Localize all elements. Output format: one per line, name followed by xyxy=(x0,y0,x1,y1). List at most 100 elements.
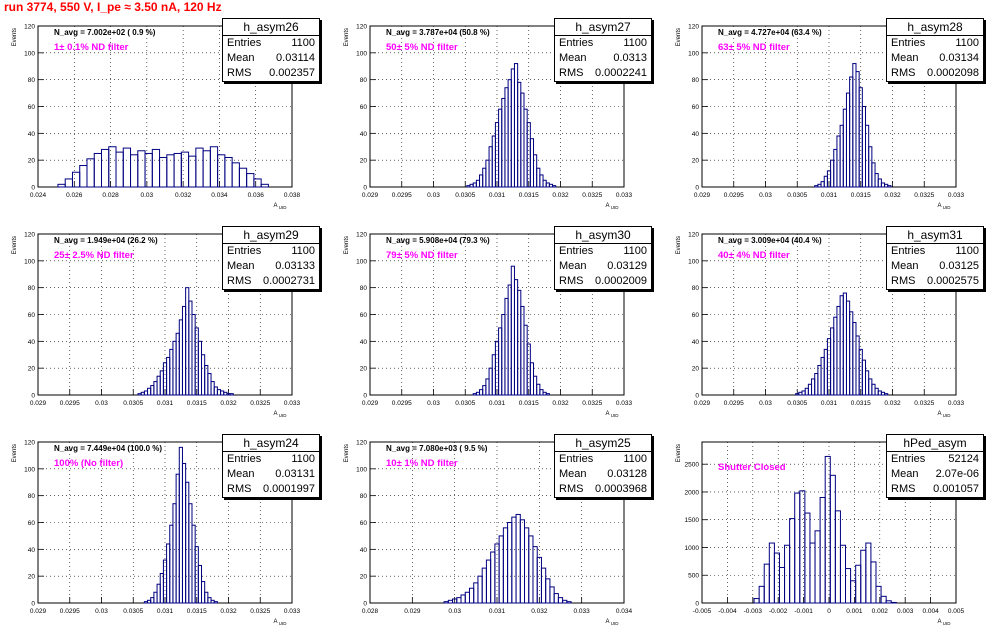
stats-label: Mean xyxy=(891,468,919,480)
stats-value: 0.0002098 xyxy=(927,67,979,79)
y-tick-label: 80 xyxy=(360,77,368,84)
x-axis-title-sub: UID xyxy=(610,205,620,210)
stats-box: h_asym28 Entries 1100 Mean 0.03134 RMS 0.00020… xyxy=(886,18,984,82)
x-tick-label: 0.03 xyxy=(427,192,440,199)
y-tick-label: 120 xyxy=(24,440,35,447)
x-tick-label: 0.029 xyxy=(362,400,379,407)
stats-box: h_asym26 Entries 1100 Mean 0.03114 RMS 0.00235… xyxy=(222,18,320,82)
y-tick-label: 40 xyxy=(360,131,368,138)
filter-annotation: 10± 1% ND filter xyxy=(386,458,458,469)
stats-value: 0.03125 xyxy=(939,260,979,272)
stats-row-mean: Mean 0.03114 xyxy=(223,51,319,66)
x-tick-label: 0.028 xyxy=(362,608,379,615)
stats-box: h_asym27 Entries 1100 Mean 0.0313 RMS 0.000224… xyxy=(554,18,652,82)
stats-row-rms: RMS 0.001057 xyxy=(887,482,983,497)
histogram-plot: 0.029 0.0295 0.03 0.0305 0.031 0.0315 0.032 0.0… xyxy=(12,440,301,627)
y-tick-label: 100 xyxy=(24,50,35,57)
x-tick-label: 0.03 xyxy=(427,400,440,407)
y-tick-label: 40 xyxy=(28,131,36,138)
navg-label: N_avg = 7.080e+03 ( 9.5 %) xyxy=(386,444,488,453)
stats-value: 0.03131 xyxy=(275,468,315,480)
stats-row-entries: Entries 1100 xyxy=(223,244,319,259)
x-tick-label: 0.0295 xyxy=(60,608,80,615)
x-tick-label: 0.0305 xyxy=(123,608,143,615)
x-axis-title: A UID xyxy=(937,203,951,210)
y-axis-title: Events xyxy=(676,28,682,46)
histogram-pad-h_asym30: 0.029 0.0295 0.03 0.0305 0.031 0.0315 0.032 0.0… xyxy=(332,226,664,433)
stats-row-rms: RMS 0.0002575 xyxy=(887,274,983,289)
stats-row-rms: RMS 0.0002098 xyxy=(887,66,983,81)
y-tick-label: 20 xyxy=(28,158,36,165)
navg-label: N_avg = 7.002e+02 ( 0.9 %) xyxy=(54,28,156,37)
y-tick-label: 40 xyxy=(28,547,36,554)
stats-value: 52124 xyxy=(948,453,979,465)
histogram-grid: 0.024 0.026 0.028 0.03 0.032 0.034 0.036 0.038 0… xyxy=(12,18,996,626)
x-tick-label: 0.029 xyxy=(362,192,379,199)
y-axis-title: Events xyxy=(676,236,682,254)
y-tick-label: 20 xyxy=(360,366,368,373)
stats-value: 0.001057 xyxy=(933,483,979,495)
x-tick-label: 0.0315 xyxy=(187,400,207,407)
stats-value: 1100 xyxy=(955,245,979,257)
y-tick-label: 0 xyxy=(363,393,367,400)
x-axis-title: A UID xyxy=(273,619,287,626)
stats-title: h_asym31 xyxy=(887,227,983,244)
x-axis-title: A UID xyxy=(937,619,951,626)
x-axis-title: A UID xyxy=(937,411,951,418)
x-tick-label: 0.031 xyxy=(157,608,174,615)
y-tick-label: 100 xyxy=(356,258,367,265)
x-tick-label: 0.0305 xyxy=(123,400,143,407)
filter-annotation: Shutter Closed xyxy=(718,462,786,473)
x-tick-label: 0.03 xyxy=(95,400,108,407)
stats-value: 1100 xyxy=(623,453,647,465)
stats-row-rms: RMS 0.002357 xyxy=(223,66,319,81)
stats-value: 0.0003968 xyxy=(595,483,647,495)
stats-label: RMS xyxy=(891,275,916,287)
histogram-pad-h_asym31: 0.029 0.0295 0.03 0.0305 0.031 0.0315 0.032 0.0… xyxy=(664,226,996,433)
stats-value: 0.03129 xyxy=(607,260,647,272)
x-axis-title: A UID xyxy=(273,411,287,418)
x-tick-label: 0.0305 xyxy=(455,400,475,407)
x-tick-label: 0.031 xyxy=(821,192,838,199)
histogram-bin xyxy=(885,600,892,604)
x-axis-title-sub: UID xyxy=(942,413,952,418)
stats-value: 0.03133 xyxy=(275,260,315,272)
x-axis-title-sub: UID xyxy=(278,413,288,418)
stats-row-mean: Mean 0.03125 xyxy=(887,259,983,274)
stats-row-mean: Mean 0.03129 xyxy=(555,259,651,274)
stats-label: Entries xyxy=(559,245,594,257)
navg-label: N_avg = 3.009e+04 (40.4 %) xyxy=(718,236,822,245)
x-tick-label: 0.002 xyxy=(872,608,889,615)
y-tick-label: 80 xyxy=(692,77,700,84)
histogram-bin xyxy=(890,601,897,604)
y-tick-label: 120 xyxy=(688,232,699,239)
x-tick-label: 0.034 xyxy=(616,608,633,615)
y-tick-label: 20 xyxy=(360,574,368,581)
y-tick-label: 0 xyxy=(695,601,699,608)
y-tick-label: 80 xyxy=(28,285,36,292)
y-tick-label: 60 xyxy=(360,104,368,111)
histogram-bin xyxy=(566,601,572,604)
y-axis-title: Events xyxy=(12,236,18,254)
x-axis-title: A UID xyxy=(605,411,619,418)
stats-row-entries: Entries 1100 xyxy=(555,244,651,259)
stats-row-rms: RMS 0.0003968 xyxy=(555,482,651,497)
x-tick-label: 0.004 xyxy=(922,608,939,615)
stats-value: 0.0002241 xyxy=(595,67,647,79)
stats-value: 0.0002575 xyxy=(927,275,979,287)
stats-title: h_asym30 xyxy=(555,227,651,244)
navg-label: N_avg = 4.727e+04 (63.4 %) xyxy=(718,28,822,37)
x-axis-title-sub: UID xyxy=(610,413,620,418)
filter-annotation: 25± 2.5% ND filter xyxy=(54,250,134,261)
x-tick-label: 0.001 xyxy=(846,608,863,615)
stats-title: h_asym28 xyxy=(887,19,983,36)
stats-label: Mean xyxy=(891,52,919,64)
filter-annotation: 40± 4% ND filter xyxy=(718,250,790,261)
x-tick-label: 0.029 xyxy=(694,192,711,199)
histogram-pad-h_asym28: 0.029 0.0295 0.03 0.0305 0.031 0.0315 0.032 0.0… xyxy=(664,18,996,225)
y-axis-title: Events xyxy=(344,28,350,46)
stats-title: h_asym27 xyxy=(555,19,651,36)
y-tick-label: 0 xyxy=(695,185,699,192)
stats-title: h_asym24 xyxy=(223,435,319,452)
stats-row-rms: RMS 0.0001997 xyxy=(223,482,319,497)
